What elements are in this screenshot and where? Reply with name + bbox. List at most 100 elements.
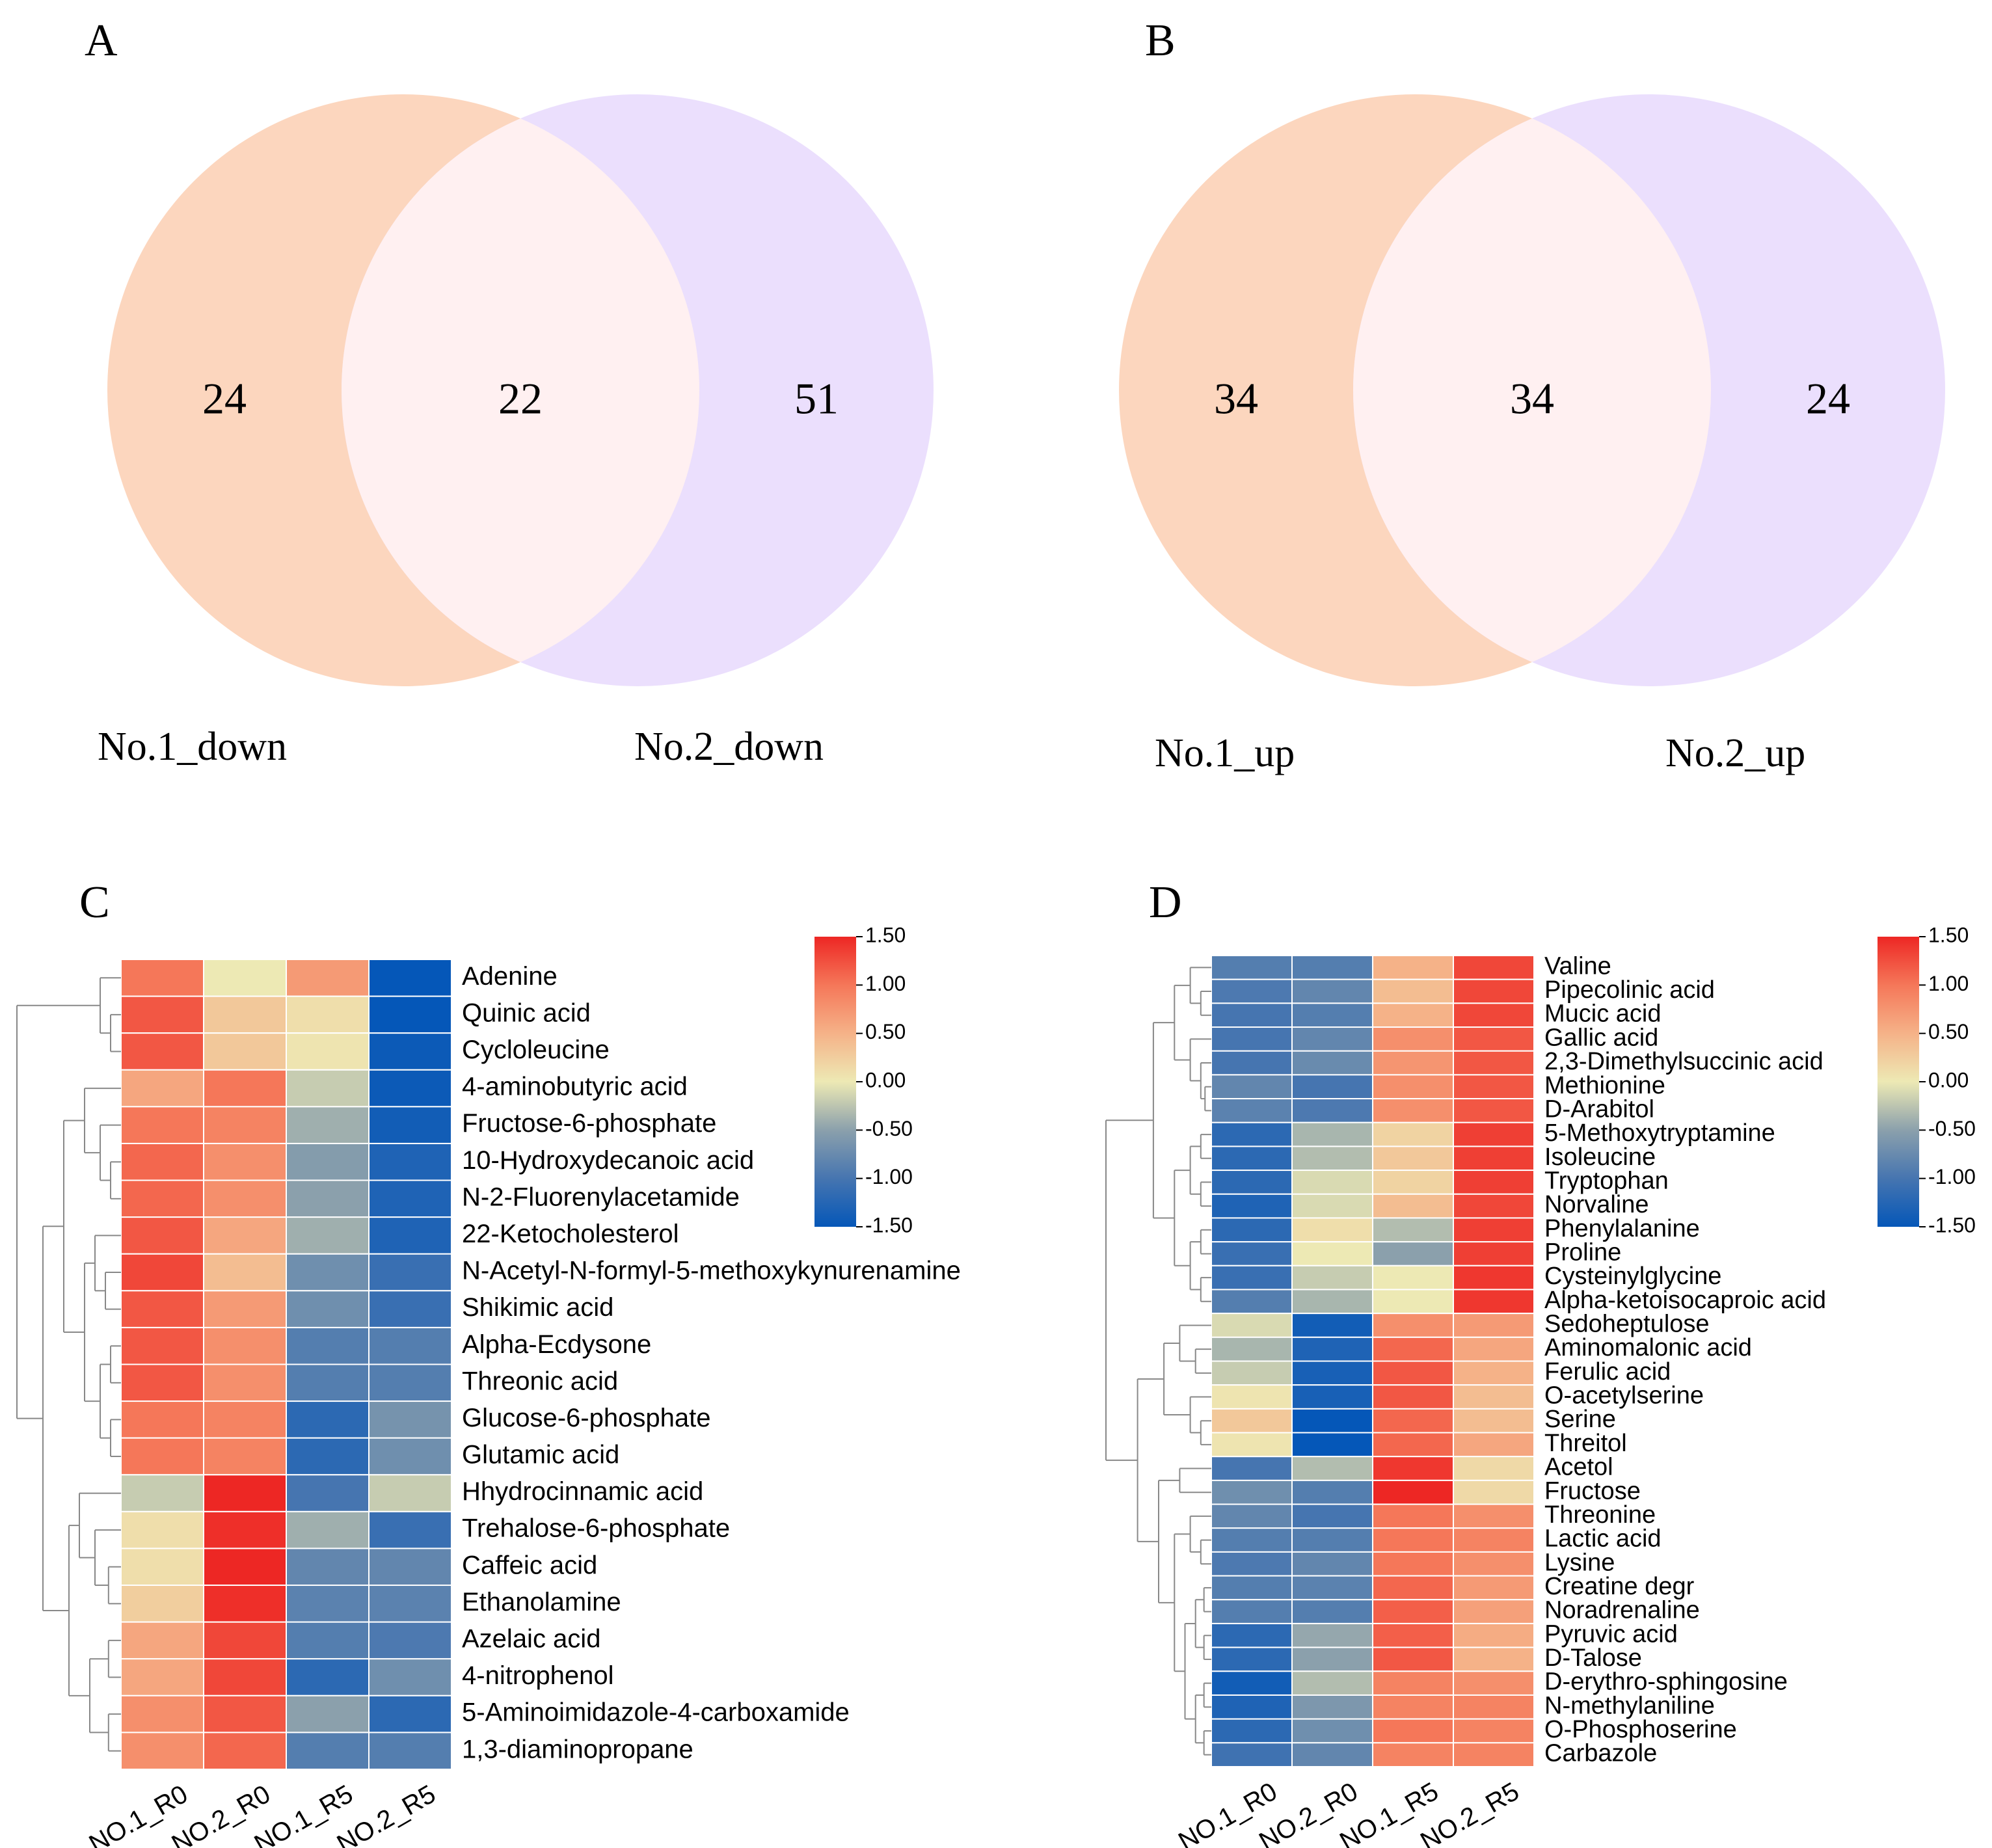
row-label: Ferulic acid [1544, 1358, 1671, 1386]
heatmap-cell [203, 1253, 287, 1292]
heatmap-cell [1211, 1432, 1293, 1458]
heatmap-cell [1291, 1503, 1373, 1529]
heatmap-cell [1211, 1718, 1293, 1744]
heatmap-cell [286, 1179, 370, 1218]
heatmap-cell [286, 1547, 370, 1587]
heatmap-cell [1372, 1074, 1454, 1100]
heatmap-cell [1453, 1432, 1535, 1458]
heatmap-cell [1453, 1098, 1535, 1123]
heatmap-cell [1372, 1694, 1454, 1720]
heatmap-cell [1372, 1050, 1454, 1076]
heatmap-cell [1372, 1527, 1454, 1553]
heatmap-cell [1291, 1384, 1373, 1410]
heatmap-cell [368, 1510, 452, 1549]
heatmap-cell [1211, 1217, 1293, 1243]
heatmap-cells [1211, 955, 1535, 1767]
heatmap-cell [120, 1142, 204, 1181]
row-label: 22-Ketocholesterol [462, 1220, 679, 1248]
heatmap-cell [286, 1732, 370, 1771]
venn-intersection [1353, 94, 1711, 686]
heatmap-cell [1291, 1551, 1373, 1577]
heatmap-cell [368, 1621, 452, 1660]
row-label: Valine [1544, 952, 1611, 980]
heatmap-cell [368, 1732, 452, 1771]
row-label: Caffeic acid [462, 1551, 597, 1579]
heatmap-cell [203, 1437, 287, 1476]
colorbar: 1.50 1.00 0.50 0.00 -0.50 -1.00 -1.50 [814, 923, 913, 1237]
row-label: N-2-Fluorenylacetamide [462, 1183, 740, 1211]
heatmap-cell [1211, 1527, 1293, 1553]
heatmap-cell [1372, 955, 1454, 980]
heatmap-cell [1211, 1313, 1293, 1338]
heatmap-cell [286, 1510, 370, 1549]
heatmap-cell [120, 1363, 204, 1402]
heatmap-cell [1453, 1026, 1535, 1052]
heatmap-cell [368, 1032, 452, 1071]
heatmap-cell [203, 1142, 287, 1181]
heatmap-cell [1453, 1241, 1535, 1266]
row-label: 5-Aminoimidazole-4-carboxamide [462, 1698, 850, 1727]
heatmap-cell [1211, 1074, 1293, 1100]
heatmap-cell [1372, 1384, 1454, 1410]
row-label: O-acetylserine [1544, 1382, 1704, 1410]
heatmap-cell [1211, 978, 1293, 1004]
row-label: Tryptophan [1544, 1167, 1669, 1194]
heatmap-cell [203, 1400, 287, 1439]
row-label: Noradrenaline [1544, 1597, 1700, 1624]
heatmap-cell [1211, 1002, 1293, 1028]
colorbar-tick-label: 1.50 [865, 923, 906, 946]
colorbar-tick-label: -1.50 [865, 1213, 913, 1237]
heatmap-cell [120, 995, 204, 1034]
heatmap-cell [120, 1253, 204, 1292]
row-label: Acetol [1544, 1454, 1613, 1481]
heatmap-cell [368, 1326, 452, 1365]
row-dendrogram [1105, 967, 1211, 1756]
venn-count-first-only: 34 [1214, 374, 1258, 423]
heatmap-cell [1291, 1289, 1373, 1315]
row-label: Adenine [462, 962, 558, 991]
colorbar-tick-label: -0.50 [865, 1117, 913, 1140]
venn-count-intersection: 22 [498, 374, 543, 423]
row-label: N-Acetyl-N-formyl-5-methoxykynurenamine [462, 1257, 961, 1285]
row-label: O-Phosphoserine [1544, 1716, 1737, 1743]
row-label: N-methylaniline [1544, 1692, 1715, 1719]
heatmap-cell [1453, 1456, 1535, 1481]
heatmap-cell [1453, 1503, 1535, 1529]
heatmap-cell [1211, 1384, 1293, 1410]
row-label: Norvaline [1544, 1191, 1649, 1218]
row-label: Isoleucine [1544, 1144, 1656, 1171]
heatmap-cell [286, 959, 370, 997]
venn-set-label-second: No.2_up [1665, 731, 1805, 775]
heatmap-cell [1453, 1217, 1535, 1243]
heatmap-cell [1453, 1551, 1535, 1577]
row-label: Glucose-6-phosphate [462, 1404, 710, 1432]
heatmap-cell [1453, 1479, 1535, 1505]
heatmap-cell [203, 1732, 287, 1771]
heatmap-cell [1453, 1575, 1535, 1601]
heatmap-cell [1453, 1050, 1535, 1076]
row-label: Fructose [1544, 1477, 1641, 1505]
heatmap-cell [368, 1400, 452, 1439]
heatmap-cell [1291, 1670, 1373, 1696]
heatmap-cell [120, 1621, 204, 1660]
row-label: Phenylalanine [1544, 1215, 1700, 1242]
heatmap-cell [1453, 1002, 1535, 1028]
row-label: Pyruvic acid [1544, 1620, 1678, 1648]
row-label: Hhydrocinnamic acid [462, 1477, 703, 1506]
heatmap-cell [120, 1437, 204, 1476]
heatmap-cell [1372, 1622, 1454, 1648]
heatmap-cell [120, 1585, 204, 1623]
heatmap-cell [1291, 1432, 1373, 1458]
row-label: D-Talose [1544, 1644, 1642, 1672]
row-label: Threitol [1544, 1430, 1627, 1457]
heatmap-cell [368, 1253, 452, 1292]
heatmap-cell [203, 1326, 287, 1365]
heatmap-cell [1453, 1121, 1535, 1147]
heatmap-cell [286, 1106, 370, 1144]
colorbar-tick-label: 1.50 [1928, 923, 1969, 946]
row-label: Serine [1544, 1406, 1616, 1433]
heatmap-cell [286, 1326, 370, 1365]
heatmap-cell [368, 1179, 452, 1218]
